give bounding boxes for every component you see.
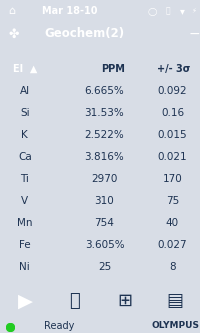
Text: El  ▲: El ▲	[13, 64, 37, 74]
Text: 3.816%: 3.816%	[85, 152, 124, 162]
Text: K: K	[21, 130, 28, 140]
Text: ▾: ▾	[180, 6, 184, 16]
Text: 0.092: 0.092	[158, 86, 187, 96]
Text: Ca: Ca	[18, 152, 32, 162]
Text: Mn: Mn	[17, 218, 32, 228]
Text: V: V	[21, 196, 28, 206]
Text: 0.16: 0.16	[161, 108, 184, 118]
Text: ⛅: ⛅	[166, 7, 170, 16]
Text: PPM: PPM	[101, 64, 125, 74]
Text: 3.605%: 3.605%	[85, 240, 124, 250]
Text: Fe: Fe	[19, 240, 31, 250]
Text: 40: 40	[166, 218, 179, 228]
Text: ⊞: ⊞	[117, 292, 133, 310]
Text: OLYMPUS: OLYMPUS	[152, 321, 200, 330]
Text: ⚡: ⚡	[192, 8, 196, 14]
Text: Ni: Ni	[19, 262, 30, 272]
Text: 31.53%: 31.53%	[85, 108, 124, 118]
Text: 170: 170	[163, 174, 182, 184]
Text: 310: 310	[95, 196, 114, 206]
Text: 0.015: 0.015	[158, 130, 187, 140]
Text: 25: 25	[98, 262, 111, 272]
Text: Si: Si	[20, 108, 30, 118]
Text: 2.522%: 2.522%	[85, 130, 124, 140]
Text: ⏱: ⏱	[70, 292, 80, 310]
Text: ▤: ▤	[166, 292, 184, 310]
Text: Ti: Ti	[20, 174, 29, 184]
Text: ⌂: ⌂	[8, 6, 16, 16]
Text: 8: 8	[169, 262, 176, 272]
Text: Ready: Ready	[44, 321, 74, 331]
Text: ✤: ✤	[9, 28, 19, 41]
Text: Geochem(2): Geochem(2)	[44, 28, 124, 41]
Text: −: −	[188, 27, 200, 41]
Text: +/- 3σ: +/- 3σ	[157, 64, 191, 74]
Text: 2970: 2970	[91, 174, 118, 184]
Circle shape	[6, 323, 15, 332]
Text: Al: Al	[20, 86, 30, 96]
Text: 75: 75	[166, 196, 179, 206]
Text: Mar 18-10: Mar 18-10	[42, 6, 98, 16]
Text: 6.665%: 6.665%	[85, 86, 124, 96]
Text: 0.021: 0.021	[158, 152, 187, 162]
Text: 754: 754	[95, 218, 114, 228]
Text: ◯: ◯	[147, 7, 157, 16]
Text: 0.027: 0.027	[158, 240, 187, 250]
Text: ▶: ▶	[18, 291, 32, 310]
